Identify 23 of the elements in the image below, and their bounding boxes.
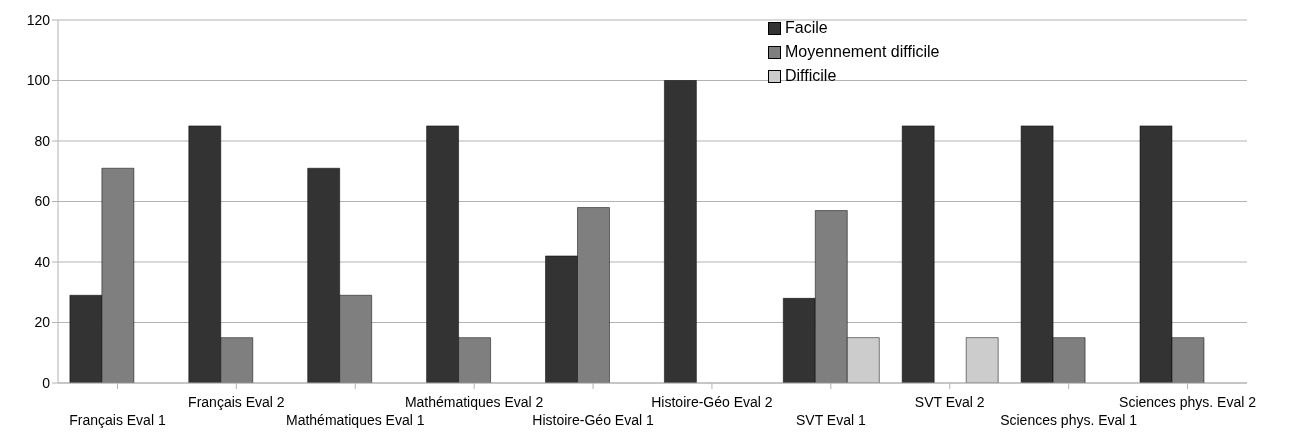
y-tick-label: 80: [34, 132, 51, 149]
y-tick-label: 20: [34, 314, 51, 331]
x-tick-label: Histoire-Géo Eval 2: [651, 394, 773, 410]
legend-label: Difficile: [785, 66, 837, 86]
x-tick-label: Sciences phys. Eval 1: [1000, 412, 1138, 428]
x-tick-label: Sciences phys. Eval 2: [1119, 394, 1257, 410]
bar: [901, 125, 935, 383]
bar: [664, 80, 697, 383]
legend-label: Facile: [785, 18, 828, 38]
x-tick-label: SVT Eval 1: [795, 412, 866, 428]
y-tick-label: 0: [42, 374, 51, 391]
x-tick-label: Français Eval 1: [69, 412, 166, 428]
x-tick-label: SVT Eval 2: [914, 394, 985, 410]
y-tick-label: 120: [26, 11, 51, 28]
x-tick-label: Français Eval 2: [188, 394, 285, 410]
y-tick-label: 60: [34, 193, 51, 210]
x-tick-label: Histoire-Géo Eval 1: [532, 412, 654, 428]
y-tick-label: 40: [34, 253, 51, 270]
y-tick-label: 100: [26, 72, 51, 89]
bar: [965, 337, 999, 383]
x-tick-label: Mathématiques Eval 1: [285, 412, 425, 428]
legend-label: Moyennement difficile: [785, 42, 940, 62]
x-tick-label: Mathématiques Eval 2: [404, 394, 544, 410]
